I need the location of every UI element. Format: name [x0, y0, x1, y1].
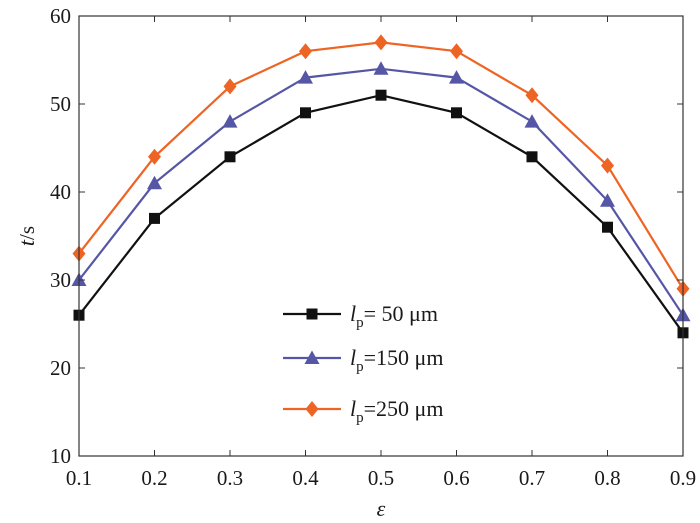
data-point — [524, 114, 540, 128]
legend-label: lp=250 μm — [350, 396, 443, 426]
data-point — [601, 157, 614, 174]
x-tick-label: 0.4 — [292, 466, 319, 490]
x-tick-label: 0.8 — [594, 466, 620, 490]
data-point — [298, 70, 313, 84]
data-point — [375, 89, 387, 101]
y-tick-label: 30 — [50, 268, 71, 292]
data-point — [526, 151, 538, 163]
series-3 — [72, 34, 690, 297]
legend-marker — [306, 308, 318, 320]
data-point — [222, 114, 238, 128]
data-point — [149, 212, 160, 224]
legend-item: lp= 50 μm — [283, 301, 438, 331]
data-point — [525, 87, 539, 104]
data-point — [224, 151, 236, 163]
y-tick-label: 50 — [50, 92, 71, 116]
legend-item: lp=150 μm — [283, 345, 443, 375]
legend-item: lp=250 μm — [283, 396, 443, 426]
data-point — [602, 221, 613, 233]
series-line — [78, 94, 684, 334]
legend-label: lp=150 μm — [350, 345, 443, 375]
y-axis-title: t/s — [14, 226, 39, 246]
data-point — [223, 78, 237, 95]
data-point — [374, 34, 388, 51]
x-axis-title: ε — [377, 496, 386, 521]
x-tick-label: 0.1 — [66, 466, 92, 490]
y-axis-title-variable: t — [14, 239, 39, 246]
tick-labels: 0.1 0.2 0.3 0.4 0.5 0.6 0.7 0.8 0.9 10 20 30 40 50 60 — [50, 4, 696, 490]
legend-label: lp= 50 μm — [350, 301, 438, 331]
legend-marker — [304, 350, 320, 364]
x-tick-label: 0.7 — [519, 466, 545, 490]
legend: lp= 50 μm lp=150 μm lp=250 μm — [283, 301, 443, 426]
data-point — [600, 193, 615, 207]
legend-marker — [305, 401, 319, 417]
y-tick-label: 40 — [50, 180, 71, 204]
data-point — [450, 43, 463, 60]
data-point — [147, 175, 162, 190]
x-tick-label: 0.6 — [443, 466, 469, 490]
x-tick-label: 0.2 — [141, 466, 167, 490]
y-tick-label: 10 — [50, 444, 71, 468]
axis-ticks — [79, 16, 683, 456]
data-point — [300, 107, 311, 119]
y-tick-label: 60 — [50, 4, 71, 28]
plot-frame — [78, 15, 684, 457]
y-axis-title-unit: /s — [15, 226, 39, 240]
series-line — [78, 67, 684, 316]
data-point — [299, 43, 312, 60]
x-tick-label: 0.9 — [670, 466, 696, 490]
plot-content — [71, 34, 691, 339]
x-tick-label: 0.5 — [368, 466, 394, 490]
data-point — [451, 107, 462, 119]
series-line — [78, 41, 684, 290]
y-tick-label: 20 — [50, 356, 71, 380]
data-point — [373, 61, 389, 75]
x-tick-label: 0.3 — [217, 466, 243, 490]
data-point — [148, 148, 161, 165]
data-point — [449, 70, 464, 84]
